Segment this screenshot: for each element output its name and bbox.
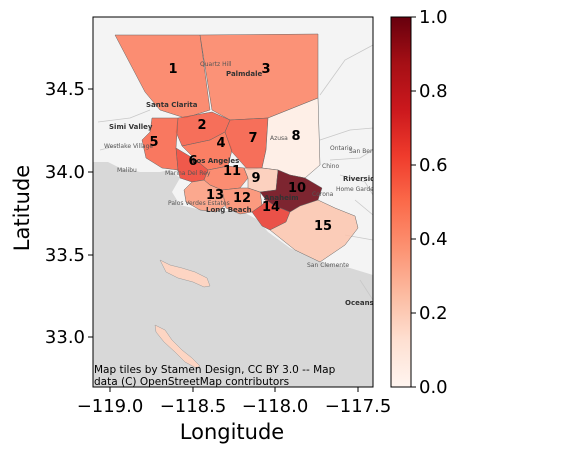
place-anaheim: Anaheim — [264, 194, 299, 202]
place-simi-valley: Simi Valley — [109, 123, 153, 131]
place-marina-del-rey: Marina Del Rey — [165, 170, 211, 177]
colorbar-tick-label: 0.0 — [419, 377, 448, 398]
island-san-clemente — [154, 324, 201, 369]
region-label-10: 10 — [288, 181, 306, 196]
x-tick-label: −119.0 — [77, 396, 144, 417]
place-corona: Corona — [312, 191, 334, 198]
region-label-8: 8 — [291, 129, 300, 144]
y-tick-label: 34.5 — [45, 79, 85, 100]
map-area: Quartz Hill Palmdale Santa Clarita Simi … — [93, 17, 386, 388]
colorbar: 0.0 0.2 0.4 0.6 0.8 1.0 — [390, 7, 448, 398]
region-5[interactable] — [141, 117, 179, 171]
region-label-7: 7 — [248, 131, 257, 146]
place-azusa: Azusa — [270, 135, 288, 142]
place-long-beach: Long Beach — [206, 206, 252, 214]
map-attribution-line-2: data (C) OpenStreetMap contributors — [94, 376, 289, 388]
region-15[interactable] — [269, 199, 359, 263]
region-label-11: 11 — [223, 164, 241, 179]
x-axis: −119.0 −118.5 −118.0 −117.5 Longitude — [77, 387, 392, 444]
place-malibu: Malibu — [117, 167, 137, 174]
region-label-3: 3 — [261, 62, 270, 77]
x-tick-label: −117.5 — [325, 396, 392, 417]
y-tick-label: 33.5 — [45, 245, 85, 266]
x-axis-title: Longitude — [180, 420, 284, 444]
colorbar-gradient — [390, 16, 412, 388]
region-label-2: 2 — [197, 118, 206, 133]
place-ontario: Ontario — [330, 145, 353, 152]
place-palmdale: Palmdale — [226, 70, 262, 78]
place-santa-clarita: Santa Clarita — [146, 101, 198, 109]
road-network — [97, 44, 373, 301]
region-label-6: 6 — [188, 154, 197, 169]
place-san-clemente: San Clemente — [307, 262, 349, 269]
y-axis-title: Latitude — [10, 165, 34, 251]
colorbar-tick-label: 1.0 — [419, 7, 448, 28]
map-attribution-line-1: Map tiles by Stamen Design, CC BY 3.0 --… — [94, 364, 336, 376]
region-13[interactable] — [183, 179, 227, 213]
region-label-13: 13 — [206, 188, 224, 203]
place-chino: Chino — [322, 163, 339, 170]
region-label-12: 12 — [233, 191, 251, 206]
colorbar-tick-label: 0.6 — [419, 155, 448, 176]
region-label-14: 14 — [262, 200, 280, 215]
x-tick-label: −118.5 — [160, 396, 227, 417]
colorbar-tick-label: 0.4 — [419, 229, 448, 250]
region-label-5: 5 — [149, 135, 158, 150]
y-tick-label: 33.0 — [45, 327, 85, 348]
region-label-4: 4 — [216, 136, 225, 151]
region-label-9: 9 — [251, 171, 260, 186]
place-palos-verdes-estates: Palos Verdes Estates — [168, 200, 230, 207]
place-oceanside: Oceanside — [345, 299, 386, 307]
map-axes-frame — [92, 16, 374, 388]
place-riverside: Riverside — [343, 175, 380, 183]
colorbar-tick-label: 0.8 — [419, 81, 448, 102]
place-quartz-hill: Quartz Hill — [200, 61, 232, 68]
x-tick-label: −118.0 — [242, 396, 309, 417]
place-westlake-village: Westlake Village — [104, 143, 153, 150]
y-tick-label: 34.0 — [45, 162, 85, 183]
region-label-15: 15 — [314, 219, 332, 234]
place-home-gardens: Home Gardens — [336, 186, 381, 193]
island-catalina — [159, 259, 211, 288]
place-san-bern: San Bern — [349, 148, 376, 155]
colorbar-tick-label: 0.2 — [419, 303, 448, 324]
y-axis: 33.0 33.5 34.0 34.5 Latitude — [10, 79, 93, 348]
region-label-1: 1 — [168, 62, 177, 77]
place-los-angeles: Los Angeles — [192, 157, 239, 165]
